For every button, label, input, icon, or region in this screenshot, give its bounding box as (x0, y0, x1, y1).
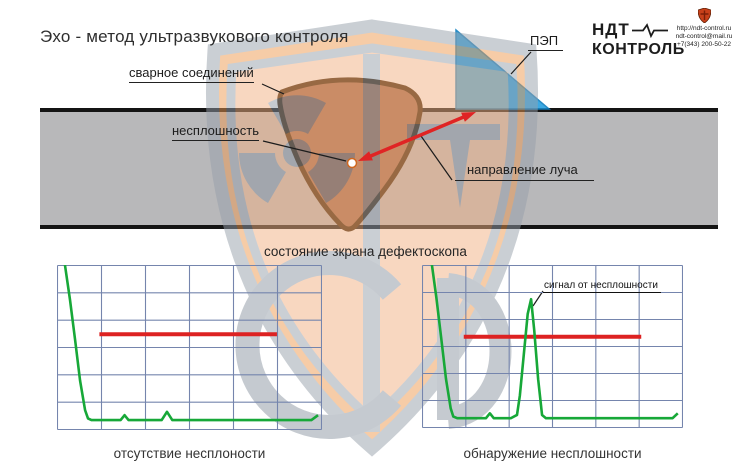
probe-label: ПЭП (528, 33, 564, 51)
page-title: Эхо - метод ультразвукового контроля (40, 27, 349, 46)
beam-arrow (358, 112, 476, 161)
brand-name-line1: НДТ (592, 20, 630, 39)
pulse-waveform-icon (631, 22, 668, 38)
flaw-label-pointer (262, 140, 347, 162)
contact-email: ndt-control@mail.ru (675, 33, 733, 40)
flaw-label: несплошность (172, 123, 259, 141)
brand-name-line2: КОНТРОЛЬ (592, 41, 685, 58)
probe-label-pointer (510, 51, 532, 75)
signal-annotation: сигнал от несплошности (543, 280, 661, 293)
echo-chart-no-flaw (56, 264, 323, 431)
beam-direction-label: направление луча (455, 162, 594, 181)
brand-logo: НДТ КОНТРОЛЬ (592, 20, 685, 59)
chart-caption-flaw-detected: обнаружение несплошности (463, 446, 642, 461)
chart-caption-no-flaw: отсутствие несплоности (113, 446, 266, 461)
contact-phone: +7(343) 200-50-22 (676, 41, 732, 48)
weld-label-pointer (261, 83, 285, 95)
screen-state-caption: состояние зкрана дефектоскопа (264, 244, 467, 259)
beam-label-pointer (420, 135, 453, 181)
weld-label: сварное соединений (129, 65, 254, 83)
brand-emblem-icon (697, 8, 711, 23)
contact-website: http://ndt-control.ru (676, 25, 732, 32)
flaw-dot (346, 157, 358, 169)
contact-block: http://ndt-control.ru ndt-control@mail.r… (668, 8, 740, 49)
